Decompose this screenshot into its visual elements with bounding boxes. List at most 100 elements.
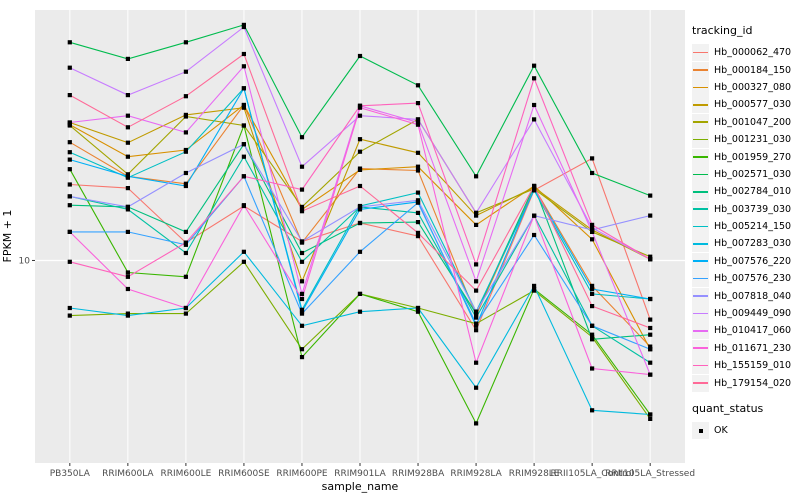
legend-line-swatch <box>692 218 709 236</box>
data-point-Hb_010417_060 <box>590 229 595 234</box>
data-point-Hb_005214_150 <box>183 149 188 154</box>
y-axis-title: FPKM + 1 <box>1 210 14 263</box>
legend-entry-Hb_001959_270: Hb_001959_270 <box>692 148 798 166</box>
x-axis-tick-label: RRIM901LA <box>334 469 386 479</box>
data-point-Hb_007576_230 <box>299 311 305 316</box>
data-point-Hb_000062_470 <box>67 182 72 187</box>
legend-label: Hb_001959_270 <box>714 151 792 163</box>
data-point-Hb_155159_010 <box>474 262 479 267</box>
data-point-Hb_002571_030 <box>183 40 188 45</box>
legend-entry-Hb_001231_030: Hb_001231_030 <box>692 131 798 149</box>
data-point-Hb_007576_220 <box>357 207 363 212</box>
legend-label: Hb_009449_090 <box>714 308 792 320</box>
data-point-Hb_002571_030 <box>474 174 479 179</box>
x-axis-tick-label: RRIM600LA <box>102 469 154 479</box>
legend-entries: Hb_000062_470 Hb_000184_150 Hb_000327_080 H… <box>692 44 798 392</box>
legend-label: Hb_007283_030 <box>714 238 792 250</box>
data-point-Hb_007818_040 <box>125 204 130 209</box>
data-point-Hb_000577_030 <box>241 105 246 110</box>
legend-line-swatch <box>692 165 709 183</box>
data-point-Hb_005214_150 <box>590 291 595 296</box>
data-point-Hb_001047_200 <box>183 114 188 119</box>
data-point-Hb_000062_470 <box>415 234 421 239</box>
data-point-Hb_007576_220 <box>241 86 246 91</box>
data-point-Hb_179154_020 <box>415 230 421 235</box>
data-point-Hb_002571_030 <box>415 83 421 88</box>
data-point-Hb_007283_030 <box>415 305 421 311</box>
x-axis-title: sample_name <box>322 480 399 493</box>
data-point-Hb_000184_150 <box>415 168 421 173</box>
data-point-Hb_001959_270 <box>590 332 595 337</box>
data-point-Hb_010417_060 <box>415 120 421 125</box>
legend-line-swatch <box>692 200 709 218</box>
data-point-Hb_002784_010 <box>357 220 363 226</box>
legend-entry-Hb_011671_230: Hb_011671_230 <box>692 339 798 357</box>
x-axis-tick-label: RRIM600SE <box>218 469 270 479</box>
data-point-Hb_007576_220 <box>125 174 130 179</box>
data-point-Hb_179154_020 <box>474 288 479 293</box>
data-point-Hb_007576_220 <box>590 286 595 292</box>
data-point-Hb_003739_030 <box>474 315 479 320</box>
legend-entry-Hb_001047_200: Hb_001047_200 <box>692 113 798 131</box>
data-point-Hb_000577_030 <box>125 140 130 145</box>
data-point-Hb_155159_010 <box>67 259 72 264</box>
x-axis-tick-label: PB350LA <box>50 469 91 479</box>
data-point-Hb_179154_020 <box>67 93 72 98</box>
data-point-Hb_001047_200 <box>67 123 72 128</box>
legend-label: Hb_001047_200 <box>714 116 792 128</box>
data-point-Hb_011671_230 <box>241 203 246 208</box>
data-point-Hb_011671_230 <box>183 305 188 311</box>
data-point-Hb_000327_080 <box>590 237 595 242</box>
legend-line-swatch <box>692 305 709 323</box>
data-point-Hb_007818_040 <box>357 204 363 209</box>
data-point-Hb_010417_060 <box>67 120 72 125</box>
legend-label: Hb_011671_230 <box>714 342 792 354</box>
legend-entry-Hb_000062_470: Hb_000062_470 <box>692 44 798 62</box>
data-point-Hb_007283_030 <box>125 313 130 318</box>
data-point-Hb_155159_010 <box>241 174 246 179</box>
data-point-Hb_001231_030 <box>590 334 595 340</box>
data-point-Hb_000184_150 <box>590 283 595 288</box>
data-point-Hb_001959_270 <box>415 309 421 314</box>
data-point-Hb_003739_030 <box>648 360 653 365</box>
legend-entry-Hb_009449_090: Hb_009449_090 <box>692 305 798 323</box>
legend: tracking_id Hb_000062_470 Hb_000184_150 Hb… <box>692 24 798 439</box>
legend-entry-Hb_007576_220: Hb_007576_220 <box>692 252 798 270</box>
data-point-Hb_179154_020 <box>125 125 130 130</box>
data-point-Hb_011671_230 <box>474 360 479 365</box>
data-point-Hb_001959_270 <box>183 274 188 279</box>
data-point-Hb_007818_040 <box>648 213 653 218</box>
legend-line-swatch <box>692 252 709 270</box>
legend-entry-Hb_000327_080: Hb_000327_080 <box>692 78 798 96</box>
legend-label: Hb_000062_470 <box>714 47 792 59</box>
data-point-Hb_007818_040 <box>183 170 188 176</box>
data-point-Hb_007576_230 <box>183 242 188 247</box>
legend-entry-Hb_007283_030: Hb_007283_030 <box>692 235 798 253</box>
data-point-Hb_007283_030 <box>532 283 537 288</box>
data-point-Hb_002571_030 <box>648 193 653 198</box>
data-point-Hb_003739_030 <box>183 250 188 256</box>
legend-label: Hb_007818_040 <box>714 290 792 302</box>
y-axis-tick-label: 10 <box>19 257 31 267</box>
data-point-Hb_000062_470 <box>590 156 595 161</box>
legend-label: Hb_002784_010 <box>714 186 792 198</box>
data-point-Hb_002784_010 <box>299 250 305 256</box>
legend-line-swatch <box>692 78 709 96</box>
x-axis-tick-label: RRII105LA_Stressed <box>605 469 695 479</box>
legend-label: Hb_155159_010 <box>714 360 792 372</box>
legend-entry-Hb_000184_150: Hb_000184_150 <box>692 61 798 79</box>
data-point-Hb_007576_230 <box>125 229 130 234</box>
data-point-Hb_001959_270 <box>241 123 246 128</box>
data-point-Hb_002784_010 <box>67 203 72 208</box>
legend-label: Hb_003739_030 <box>714 203 792 215</box>
legend-entry-Hb_155159_010: Hb_155159_010 <box>692 357 798 375</box>
legend-entry-Hb_002571_030: Hb_002571_030 <box>692 165 798 183</box>
data-point-Hb_002571_030 <box>590 170 595 176</box>
data-point-Hb_005214_150 <box>67 150 72 155</box>
legend-entry-Hb_007576_230: Hb_007576_230 <box>692 270 798 288</box>
data-point-Hb_001231_030 <box>648 416 653 421</box>
legend-label: Hb_005214_150 <box>714 221 792 233</box>
data-point-Hb_002784_010 <box>590 337 595 342</box>
data-point-Hb_000184_150 <box>648 344 653 349</box>
data-point-Hb_000577_030 <box>474 213 479 218</box>
